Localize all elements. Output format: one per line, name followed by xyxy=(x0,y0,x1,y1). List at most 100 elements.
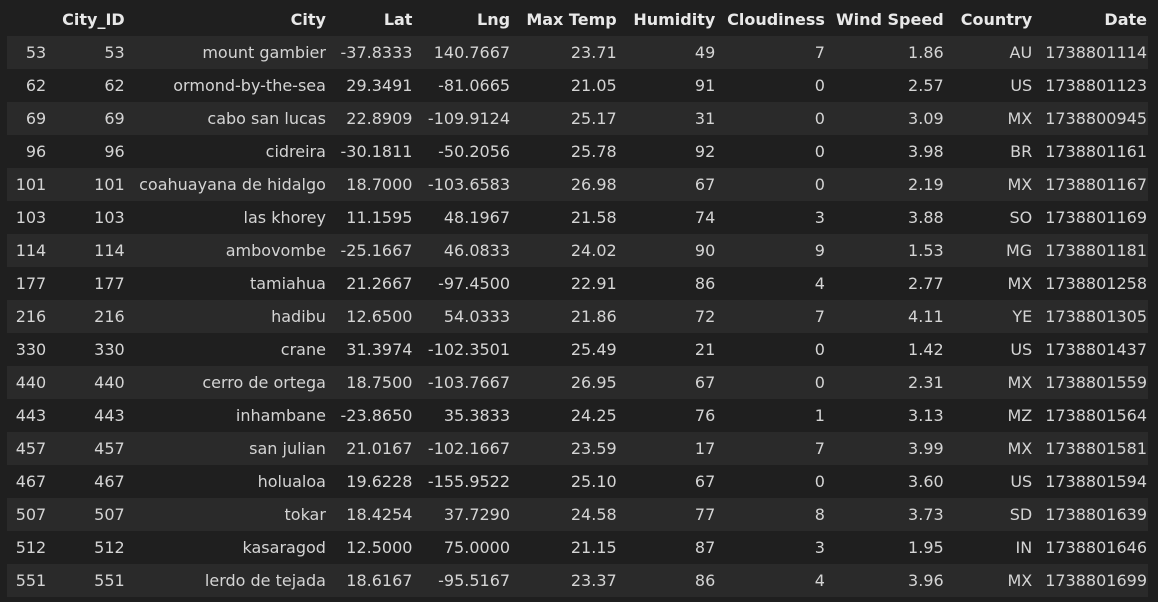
table-cell: 62 xyxy=(104,76,125,95)
table-cell: 3.13 xyxy=(908,406,944,425)
row-index: 507 xyxy=(15,505,47,524)
table-cell: -95.5167 xyxy=(438,571,511,590)
table-cell: 31.3974 xyxy=(346,340,413,359)
row-index: 467 xyxy=(15,472,47,491)
table-cell: 18.7000 xyxy=(346,175,413,194)
header-row: City_ID City Lat Lng Max Temp Humidity Cloudin… xyxy=(7,4,1148,36)
table-cell: 11.1595 xyxy=(346,208,413,227)
table-cell: 90 xyxy=(694,241,716,260)
table-cell: 4.11 xyxy=(908,307,944,326)
table-cell: 74 xyxy=(694,208,716,227)
table-cell: cabo san lucas xyxy=(207,109,326,128)
table-cell: 216 xyxy=(94,307,125,326)
table-cell: 3.60 xyxy=(908,472,944,491)
table-cell: 7 xyxy=(814,43,825,62)
table-cell: 3 xyxy=(814,208,825,227)
table-cell: 18.4254 xyxy=(346,505,413,524)
table-cell: 21.2667 xyxy=(346,274,413,293)
table-cell: 467 xyxy=(94,472,125,491)
table-cell: AU xyxy=(1009,43,1033,62)
table-cell: US xyxy=(1010,340,1033,359)
column-header: Humidity xyxy=(633,10,716,29)
table-cell: 25.10 xyxy=(570,472,617,491)
table-cell: 23.59 xyxy=(570,439,617,458)
table-cell: las khorey xyxy=(243,208,326,227)
table-cell: 0 xyxy=(814,175,825,194)
table-cell: 49 xyxy=(694,43,716,62)
table-header: City_ID City Lat Lng Max Temp Humidity Cloudin… xyxy=(7,4,1148,36)
row-index: 96 xyxy=(25,142,47,161)
row-index: 177 xyxy=(15,274,47,293)
table-cell: 114 xyxy=(94,241,125,260)
table-cell: 54.0333 xyxy=(443,307,511,326)
column-header: Wind Speed xyxy=(835,10,944,29)
table-cell: 3.73 xyxy=(908,505,944,524)
table-cell: 24.02 xyxy=(570,241,617,260)
table-cell: -37.8333 xyxy=(340,43,413,62)
table-cell: 31 xyxy=(694,109,716,128)
table-cell: 7 xyxy=(814,307,825,326)
table-cell: SO xyxy=(1009,208,1033,227)
table-cell: 3.99 xyxy=(908,439,944,458)
table-cell: 2.31 xyxy=(908,373,944,392)
table-row: 101 101 coahuayana de hidalgo 18.7000 -103.6… xyxy=(7,168,1148,201)
table-row: 507 507 tokar 18.4254 37.7290 24.58 77 8 3.73 SD 1… xyxy=(7,498,1148,531)
table-cell: 69 xyxy=(104,109,125,128)
table-cell: 18.6167 xyxy=(346,571,413,590)
table-cell: -81.0665 xyxy=(438,76,511,95)
table-cell: MX xyxy=(1007,373,1033,392)
table-cell: 48.1967 xyxy=(443,208,511,227)
table-cell: holualoa xyxy=(257,472,326,491)
table-cell: 1738801594 xyxy=(1045,472,1147,491)
table-cell: 507 xyxy=(94,505,125,524)
table-row: 467 467 holualoa 19.6228 -155.9522 25.10 67 0 3.… xyxy=(7,465,1148,498)
table-cell: 1738801167 xyxy=(1045,175,1147,194)
table-cell: 0 xyxy=(814,340,825,359)
column-header: City xyxy=(290,10,326,29)
table-cell: 4 xyxy=(814,274,825,293)
table-cell: -103.6583 xyxy=(427,175,511,194)
table-cell: 1738801114 xyxy=(1045,43,1147,62)
table-row: 69 69 cabo san lucas 22.8909 -109.9124 25.17 3… xyxy=(7,102,1148,135)
table-cell: 1738801699 xyxy=(1045,571,1147,590)
table-cell: -30.1811 xyxy=(340,142,413,161)
table-cell: -25.1667 xyxy=(340,241,413,260)
table-cell: US xyxy=(1010,76,1033,95)
table-cell: 9 xyxy=(814,241,825,260)
row-index: 443 xyxy=(15,406,47,425)
table-cell: 2.19 xyxy=(908,175,944,194)
table-cell: 29.3491 xyxy=(346,76,413,95)
table-cell: 23.37 xyxy=(570,571,617,590)
row-index: 69 xyxy=(25,109,47,128)
table-cell: 21.15 xyxy=(570,538,617,557)
column-header: Country xyxy=(960,10,1033,29)
row-index: 53 xyxy=(25,43,47,62)
table-cell: 12.5000 xyxy=(346,538,413,557)
table-cell: ambovombe xyxy=(225,241,326,260)
table-row: 551 551 lerdo de tejada 18.6167 -95.5167 23.3… xyxy=(7,564,1148,597)
table-cell: 46.0833 xyxy=(443,241,511,260)
table-cell: 77 xyxy=(694,505,716,524)
table-cell: 1738801639 xyxy=(1045,505,1147,524)
table-cell: 8 xyxy=(814,505,825,524)
table-cell: 177 xyxy=(94,274,125,293)
table-cell: cerro de ortega xyxy=(202,373,326,392)
table-cell: 1738801564 xyxy=(1045,406,1147,425)
table-cell: MX xyxy=(1007,274,1033,293)
table-cell: crane xyxy=(280,340,326,359)
table-cell: 26.95 xyxy=(570,373,617,392)
table-cell: 67 xyxy=(694,175,716,194)
row-index: 114 xyxy=(15,241,47,260)
table-row: 114 114 ambovombe -25.1667 46.0833 24.02 90 9 1.… xyxy=(7,234,1148,267)
column-header: Lng xyxy=(477,10,511,29)
table-cell: 3.96 xyxy=(908,571,944,590)
table-body: 53 53 mount gambier -37.8333 140.7667 23.71 49… xyxy=(7,36,1148,597)
table-cell: 440 xyxy=(94,373,125,392)
table-cell: 17 xyxy=(694,439,716,458)
table-cell: 72 xyxy=(694,307,716,326)
table-cell: 457 xyxy=(94,439,125,458)
table-cell: 1738801258 xyxy=(1045,274,1147,293)
table-cell: ormond-by-the-sea xyxy=(173,76,326,95)
table-cell: kasaragod xyxy=(242,538,326,557)
table-cell: lerdo de tejada xyxy=(204,571,326,590)
